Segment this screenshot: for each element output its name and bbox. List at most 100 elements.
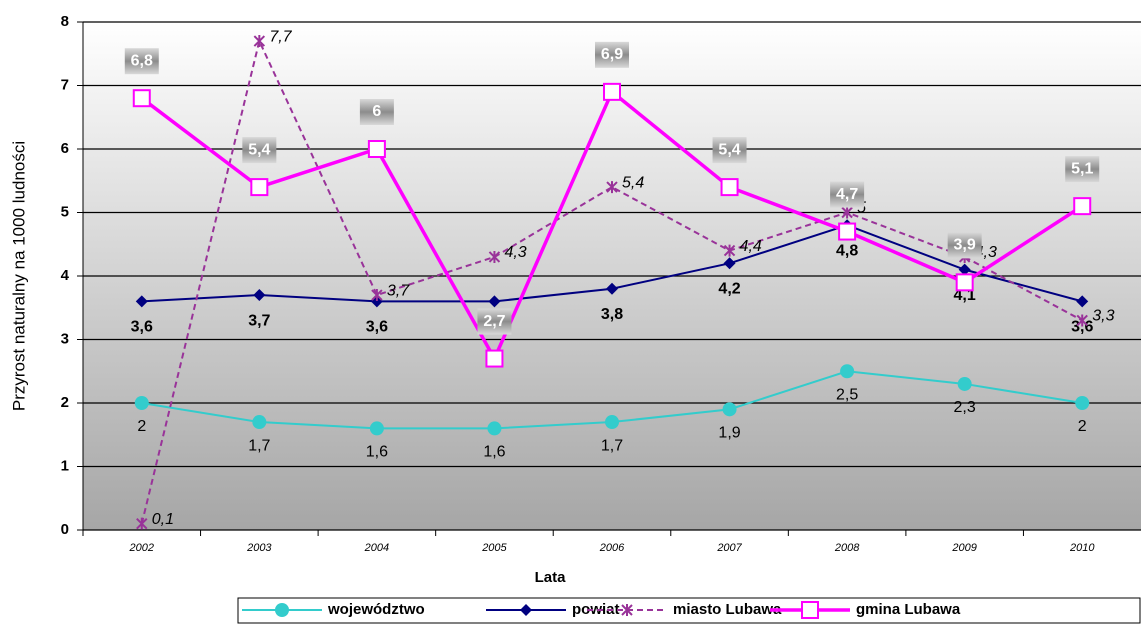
y-tick-label: 4 bbox=[61, 267, 70, 284]
marker bbox=[606, 282, 618, 295]
data-label: 2,5 bbox=[836, 386, 858, 403]
marker bbox=[720, 178, 739, 197]
y-tick-label: 3 bbox=[61, 330, 69, 347]
data-label: 4,2 bbox=[718, 281, 740, 298]
data-label: 5,4 bbox=[248, 141, 270, 158]
data-label-box bbox=[242, 137, 277, 164]
data-label: 1,7 bbox=[248, 437, 270, 454]
marker bbox=[132, 89, 151, 108]
marker bbox=[1073, 197, 1092, 216]
legend bbox=[237, 597, 1141, 624]
data-label: 1,6 bbox=[366, 444, 388, 461]
marker bbox=[369, 421, 384, 436]
marker bbox=[841, 206, 853, 219]
data-label: 5 bbox=[857, 200, 866, 217]
marker bbox=[838, 222, 857, 241]
marker bbox=[723, 257, 736, 270]
data-label: 4,3 bbox=[504, 244, 526, 261]
y-tick-label: 2 bbox=[61, 394, 69, 411]
marker bbox=[723, 244, 736, 257]
data-label-box bbox=[124, 48, 159, 75]
data-label-box bbox=[359, 99, 394, 125]
data-label: 0,1 bbox=[152, 511, 174, 528]
y-tick-label: 7 bbox=[61, 76, 69, 93]
x-tick-label: 2008 bbox=[834, 542, 860, 554]
data-label: 1,9 bbox=[718, 425, 740, 442]
data-label: 3,6 bbox=[131, 319, 153, 336]
marker bbox=[605, 415, 619, 430]
data-label: 6,8 bbox=[131, 52, 153, 69]
y-tick-label: 8 bbox=[61, 13, 69, 30]
marker bbox=[485, 349, 504, 368]
marker bbox=[487, 421, 502, 436]
x-tick-label: 2003 bbox=[246, 542, 272, 554]
data-label-box bbox=[712, 137, 747, 164]
marker bbox=[488, 250, 501, 263]
y-tick-label: 1 bbox=[61, 457, 69, 474]
data-label: 1,7 bbox=[601, 437, 623, 454]
data-label: 1,6 bbox=[483, 444, 505, 461]
x-tick-label: 2009 bbox=[951, 542, 976, 554]
marker bbox=[488, 295, 501, 308]
marker bbox=[252, 415, 267, 430]
data-label: 4,7 bbox=[836, 186, 858, 203]
marker bbox=[1076, 295, 1089, 308]
marker bbox=[250, 178, 269, 197]
data-label: 3,3 bbox=[1092, 308, 1114, 325]
marker bbox=[801, 601, 819, 619]
series-line bbox=[140, 38, 1083, 524]
marker bbox=[136, 517, 148, 530]
marker bbox=[955, 273, 974, 292]
data-label-box bbox=[477, 308, 512, 335]
marker bbox=[253, 289, 266, 302]
marker bbox=[134, 396, 149, 410]
marker bbox=[957, 376, 972, 391]
data-label: 6,9 bbox=[601, 46, 623, 63]
data-label: 5,4 bbox=[718, 141, 740, 158]
data-label-box bbox=[595, 41, 629, 68]
legend-label: miasto Lubawa bbox=[673, 601, 782, 618]
x-tick-label: 2002 bbox=[129, 542, 154, 554]
marker bbox=[722, 402, 737, 417]
data-label: 2,3 bbox=[954, 399, 976, 416]
data-label-box bbox=[1065, 156, 1100, 183]
marker bbox=[958, 263, 971, 276]
data-label-box bbox=[947, 232, 982, 259]
data-label: 3,9 bbox=[954, 237, 976, 254]
x-tick-label: 2005 bbox=[481, 542, 507, 554]
legend-label: województwo bbox=[327, 601, 425, 618]
marker bbox=[371, 289, 383, 302]
marker bbox=[603, 82, 621, 101]
x-tick-label: 2004 bbox=[364, 542, 389, 554]
data-label: 2,7 bbox=[483, 313, 505, 330]
marker bbox=[1076, 314, 1088, 327]
marker bbox=[275, 603, 289, 617]
x-axis-label: Lata bbox=[535, 569, 567, 586]
x-tick-label: 2010 bbox=[1069, 542, 1095, 554]
y-tick-label: 5 bbox=[61, 203, 69, 220]
marker bbox=[135, 295, 148, 308]
data-label: 6 bbox=[372, 103, 381, 120]
marker bbox=[840, 364, 855, 379]
x-tick-label: 2006 bbox=[599, 542, 625, 554]
data-label: 2 bbox=[137, 418, 146, 435]
marker bbox=[1075, 396, 1090, 410]
data-label-box bbox=[830, 181, 865, 208]
data-label: 3,6 bbox=[1071, 319, 1093, 336]
data-label: 3,7 bbox=[248, 312, 270, 329]
marker bbox=[621, 604, 633, 616]
y-tick-label: 6 bbox=[61, 140, 69, 157]
marker bbox=[367, 140, 386, 158]
marker bbox=[253, 35, 266, 48]
data-label: 5,1 bbox=[1071, 160, 1093, 177]
legend-label: gmina Lubawa bbox=[856, 601, 961, 618]
y-tick-label: 0 bbox=[61, 521, 69, 538]
x-tick-label: 2007 bbox=[716, 542, 742, 554]
data-label: 3,6 bbox=[366, 319, 388, 336]
data-label: 7,7 bbox=[269, 28, 292, 45]
data-label: 3,7 bbox=[387, 282, 410, 299]
data-label: 4,8 bbox=[836, 242, 858, 259]
data-label: 5,4 bbox=[622, 174, 644, 191]
data-label: 2 bbox=[1078, 418, 1087, 435]
